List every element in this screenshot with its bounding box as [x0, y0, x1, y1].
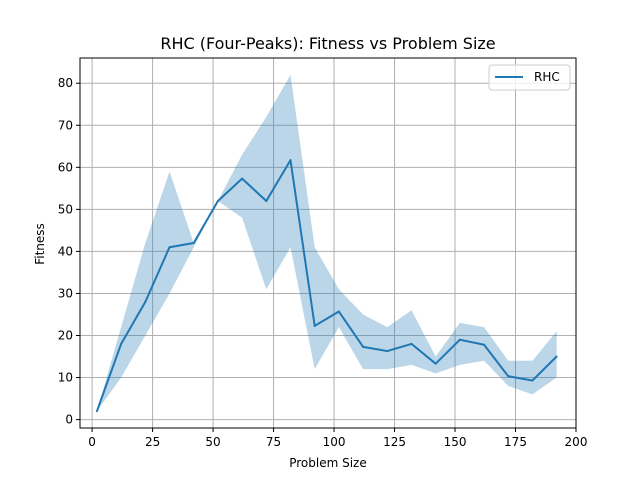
- x-tick-label: 150: [444, 435, 467, 449]
- x-tick-label: 175: [504, 435, 527, 449]
- x-tick-label: 200: [565, 435, 588, 449]
- data-point: [192, 242, 195, 244]
- x-tick-label: 100: [323, 435, 346, 449]
- y-tick-label: 50: [58, 202, 73, 216]
- data-point: [241, 177, 244, 180]
- x-tick-label: 0: [88, 435, 96, 449]
- x-tick-label: 50: [205, 435, 220, 449]
- data-point: [144, 300, 147, 303]
- data-point: [362, 345, 365, 348]
- data-point: [168, 246, 171, 249]
- data-point: [507, 375, 510, 378]
- y-tick-label: 60: [58, 160, 73, 174]
- x-tick-label: 75: [266, 435, 281, 449]
- data-point: [483, 343, 486, 346]
- data-point: [313, 324, 316, 327]
- chart-title: RHC (Four-Peaks): Fitness vs Problem Siz…: [160, 34, 495, 53]
- data-point: [410, 342, 413, 345]
- x-tick-label: 125: [383, 435, 406, 449]
- data-point: [458, 338, 461, 341]
- data-point: [555, 355, 558, 358]
- y-tick-label: 30: [58, 286, 73, 300]
- data-point: [289, 159, 292, 162]
- data-point: [386, 350, 389, 353]
- y-tick-label: 0: [65, 413, 73, 427]
- legend-box: [488, 64, 571, 91]
- y-tick-label: 80: [58, 76, 73, 90]
- y-axis-label: Fitness: [33, 223, 47, 265]
- series-lines: [95, 159, 558, 413]
- x-tick-label: 25: [145, 435, 160, 449]
- x-axis-label: Problem Size: [289, 456, 367, 470]
- legend-label: RHC: [534, 70, 560, 84]
- y-tick-label: 70: [58, 118, 73, 132]
- y-tick-label: 20: [58, 329, 73, 343]
- y-tick-label: 10: [58, 371, 73, 385]
- data-point: [216, 199, 219, 202]
- ticks: 0 25 50 75 100 125 150 175 200 0 10 20 30 40 50 60 70 80: [58, 76, 588, 449]
- axes-frame: [79, 57, 577, 429]
- grid-lines: [80, 58, 577, 428]
- data-point: [120, 342, 123, 345]
- y-tick-label: 40: [58, 244, 73, 258]
- data-point: [95, 410, 98, 413]
- legend: RHC: [488, 64, 571, 91]
- data-point: [265, 199, 268, 202]
- data-point: [434, 362, 437, 365]
- data-point: [531, 379, 534, 382]
- series-line: [95, 159, 558, 412]
- data-point: [337, 310, 340, 313]
